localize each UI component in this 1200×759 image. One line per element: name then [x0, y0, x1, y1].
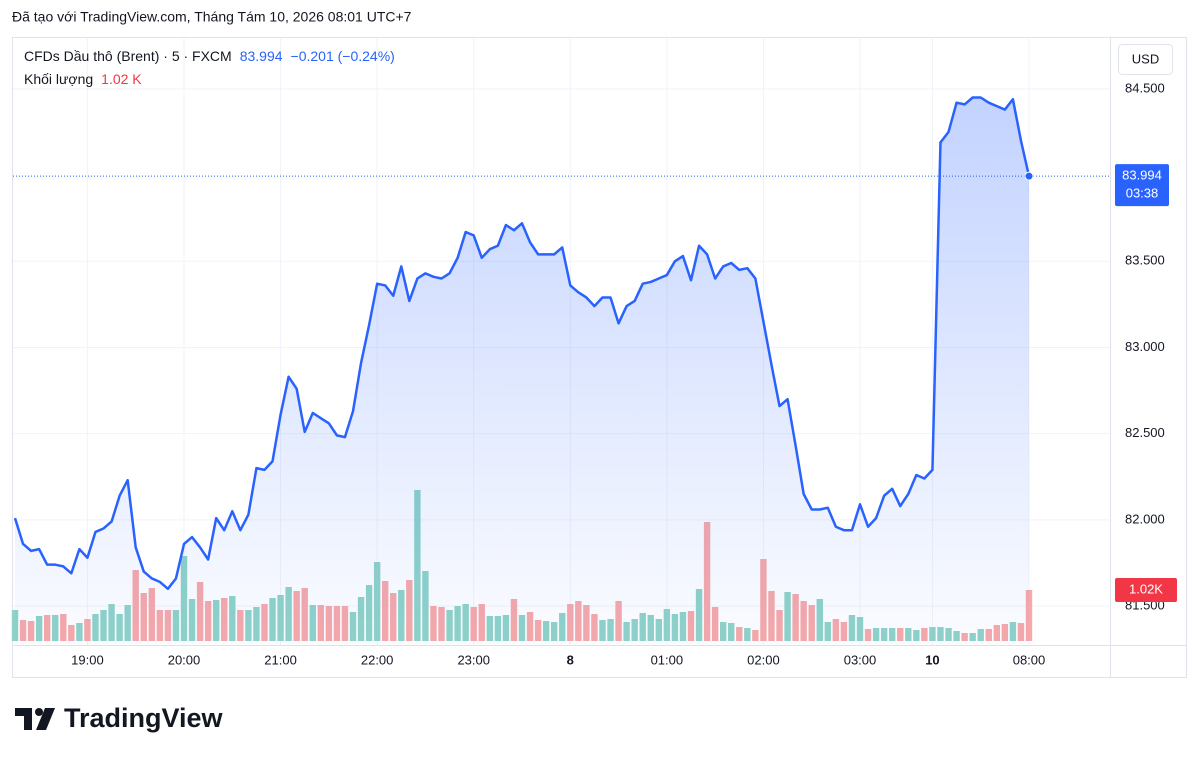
- logo-mark: [36, 708, 55, 730]
- x-tick-label: 19:00: [71, 652, 104, 667]
- currency-box[interactable]: [1118, 44, 1173, 75]
- chart-frame: [12, 37, 1187, 678]
- logo-mark: [15, 708, 32, 730]
- volume-value: 1.02 K: [101, 71, 142, 87]
- x-tick-label: 21:00: [264, 652, 297, 667]
- volume-badge: [1115, 578, 1177, 602]
- y-tick-label: 84.500: [1125, 80, 1165, 95]
- legend-line: CFDs Dầu thô (Brent) · 5 · FXCM 83.994 −0.…: [24, 48, 395, 64]
- volume-legend: Khối lượng 1.02 K: [24, 71, 142, 87]
- y-tick-label: 83.500: [1125, 253, 1165, 268]
- y-tick-label: 82.000: [1125, 511, 1165, 526]
- volume-title: Khối lượng: [24, 71, 93, 87]
- x-tick-label: 23:00: [457, 652, 490, 667]
- brand-logo: [15, 708, 55, 730]
- caption: Đã tạo với TradingView.com, Tháng Tám 10…: [12, 9, 412, 25]
- x-tick-label: 22:00: [361, 652, 394, 667]
- price-area: [15, 97, 1029, 645]
- price-change: −0.201 (−0.24%): [291, 48, 395, 64]
- last-point: [1024, 171, 1034, 181]
- price-line: [13, 96, 1031, 591]
- last-price: 83.994: [240, 48, 283, 64]
- symbol: CFDs Dầu thô (Brent) · 5 · FXCM: [24, 48, 232, 64]
- volume-badge-value: 1.02K: [1129, 581, 1163, 596]
- logo-mark: [35, 708, 43, 716]
- brand: TradingView: [64, 703, 224, 733]
- price-badge: [1115, 164, 1169, 207]
- currency: USD: [1132, 51, 1159, 66]
- y-tick-label: 82.500: [1125, 425, 1165, 440]
- x-tick-label: 10: [925, 652, 939, 667]
- x-tick-label: 08:00: [1013, 652, 1046, 667]
- y-tick-label: 83.000: [1125, 339, 1165, 354]
- countdown: 03:38: [1126, 186, 1159, 201]
- price-badge-value: 83.994: [1122, 168, 1162, 183]
- x-tick-label: 03:00: [844, 652, 877, 667]
- x-tick-label: 01:00: [651, 652, 684, 667]
- x-tick-label: 20:00: [168, 652, 201, 667]
- plot: [11, 38, 1110, 645]
- x-tick-label: 02:00: [747, 652, 780, 667]
- x-tick-label: 8: [567, 652, 574, 667]
